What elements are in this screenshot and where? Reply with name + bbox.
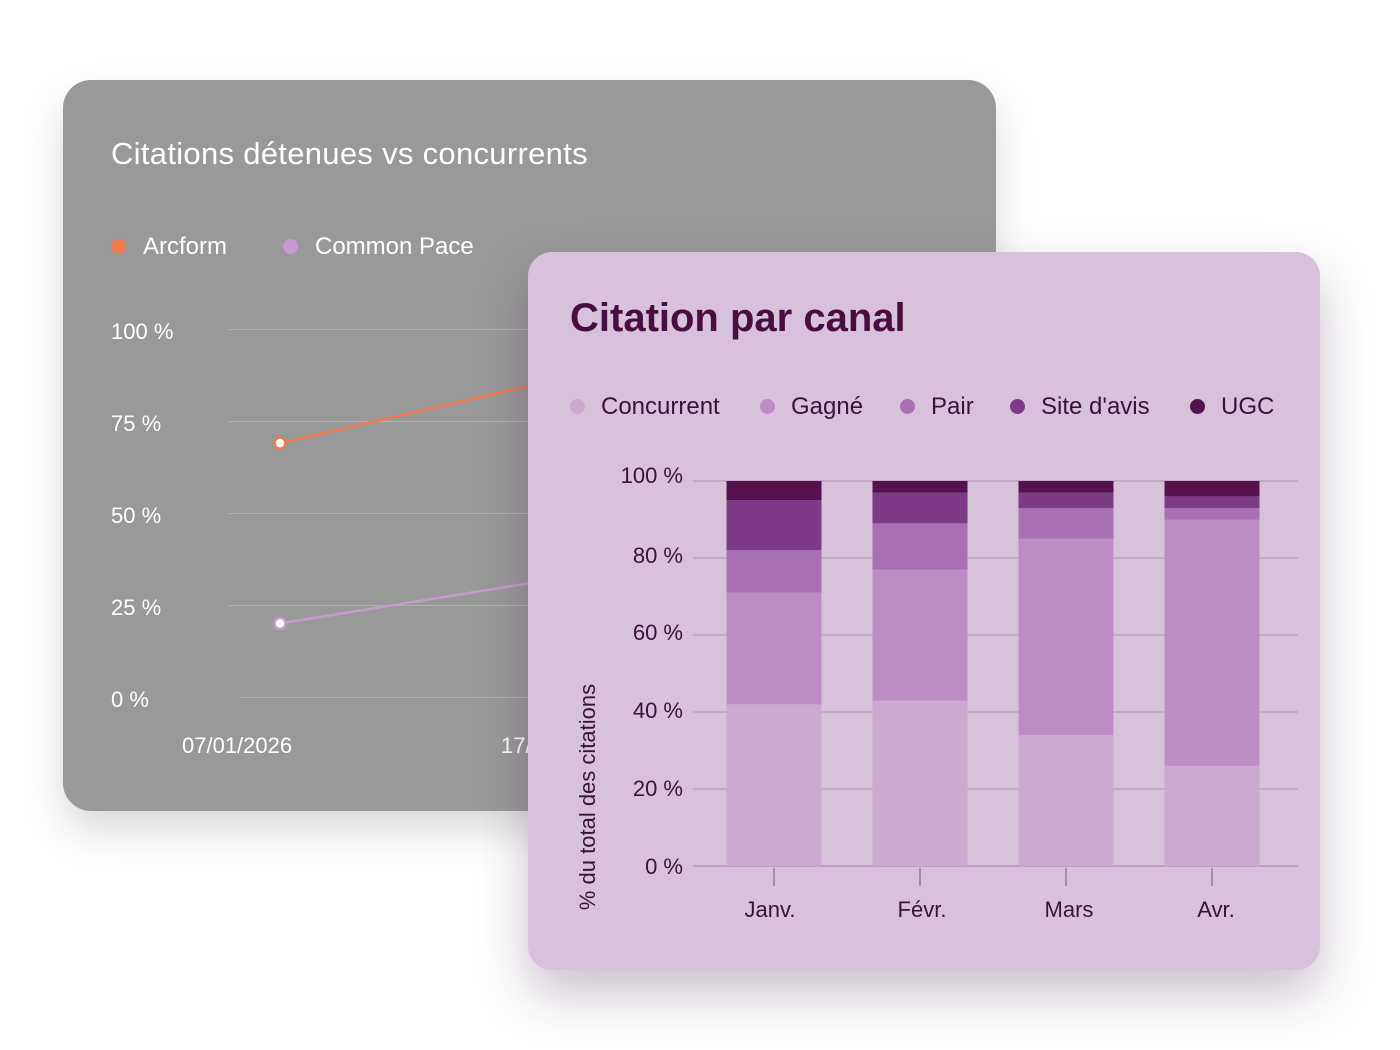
y-tick-label: 20 % [632,776,683,801]
bar-segment [726,550,822,593]
bar-segment [872,700,968,866]
bar-segment [1164,519,1260,766]
x-tick-label: Janv. [744,897,796,922]
legend-pair-dot [900,399,915,414]
legend-pair-label: Pair [931,393,974,420]
bar-segment [872,481,968,493]
bar-segment [1018,481,1114,493]
bar-segment [1018,735,1114,866]
bar-segment [1018,538,1114,736]
y-tick-label: 60 % [632,620,683,645]
bar-segment [1164,481,1260,497]
legend-site-avis-label: Site d'avis [1041,393,1150,420]
bar-segment [1164,507,1260,520]
bar-segment [1164,496,1260,508]
y-tick-label: 100 % [111,319,174,344]
bar-segment [726,500,822,551]
bar-segment [872,569,968,701]
legend-ugc-dot [1190,399,1205,414]
y-tick-label: 25 % [111,595,162,620]
x-tick-label: 07/01/2026 [182,733,293,758]
y-tick-label: 75 % [111,411,162,436]
legend-arcform-dot [111,239,126,254]
chart-title: Citation par canal [570,296,906,340]
legend-gagne-label: Gagné [791,393,864,420]
bar-segment [872,523,968,570]
y-tick-label: 0 % [645,854,683,879]
legend-site-avis-dot [1010,399,1025,414]
data-point [273,436,287,450]
legend-ugc-label: UGC [1221,393,1275,420]
bar-segment [726,704,822,866]
legend-arcform-label: Arcform [143,233,227,260]
legend-concurrent-dot [570,399,585,414]
legend-common-pace-label: Common Pace [315,233,474,260]
legend-gagne-dot [760,399,775,414]
x-tick-label: Févr. [897,897,947,922]
y-tick-label: 100 % [620,463,683,488]
y-tick-label: 40 % [632,698,683,723]
legend-concurrent-label: Concurrent [601,393,720,420]
bar-segment [1018,492,1114,508]
legend-common-pace-dot [283,239,298,254]
bar-segment [1018,507,1114,539]
bar-segment [726,481,822,501]
bar-segment [872,492,968,524]
y-tick-label: 0 % [111,687,149,712]
x-tick-label: Mars [1044,897,1094,922]
bar-segment [726,592,822,705]
citation-by-channel-card: Citation par canal Concurrent Gagné Pair… [528,252,1320,970]
y-tick-label: 80 % [632,543,683,568]
x-tick-label: 17/ [501,733,532,758]
bar-segment [1164,765,1260,866]
chart-title: Citations détenues vs concurrents [111,136,588,171]
data-point [273,616,287,631]
bar-plot [693,480,1298,886]
x-tick-label: Avr. [1197,897,1235,922]
y-tick-label: 50 % [111,503,162,528]
